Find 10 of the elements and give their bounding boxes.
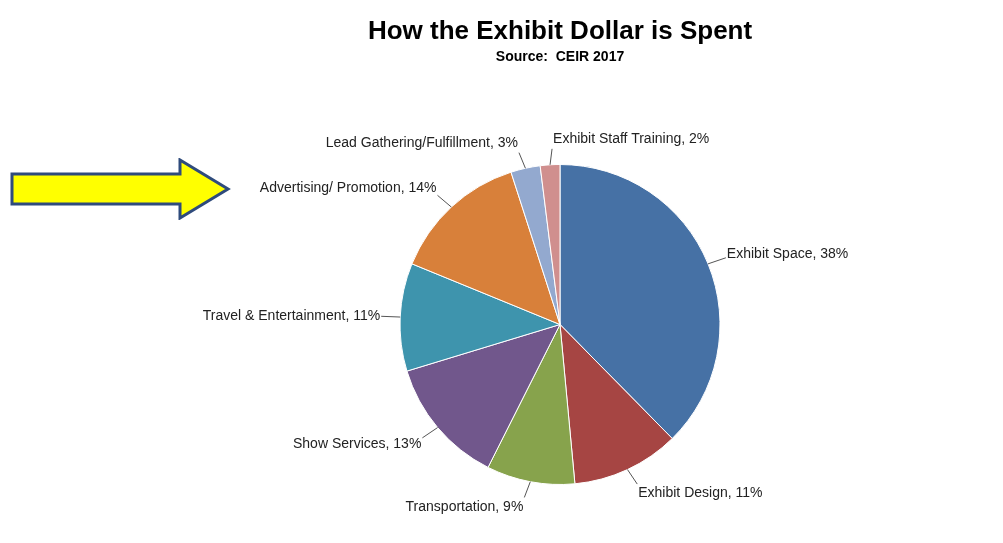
chart-title: How the Exhibit Dollar is Spent [367,14,753,45]
slice-label: Exhibit Design, 11% [638,484,763,500]
slice-label: Advertising/ Promotion, 14% [259,178,437,195]
slice-label: Exhibit Space, 38% [726,244,849,261]
slice-label: Lead Gathering/Fulfillment, 3% [325,133,518,150]
slice-label: Transportation, 9% [405,498,524,515]
slice-label: Exhibit Staff Training, 2% [553,129,710,146]
slice-label: Show Services, 13% [292,435,422,452]
slice-label: Travel & Entertainment, 11% [202,306,381,323]
chart-subtitle: Source: CEIR 2017 [495,48,625,65]
